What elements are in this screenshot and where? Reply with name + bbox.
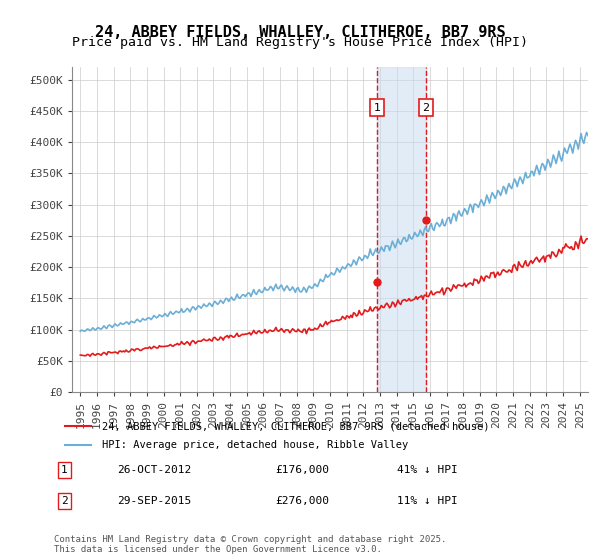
Text: 24, ABBEY FIELDS, WHALLEY, CLITHEROE, BB7 9RS (detached house): 24, ABBEY FIELDS, WHALLEY, CLITHEROE, BB… <box>101 421 489 431</box>
Text: Price paid vs. HM Land Registry's House Price Index (HPI): Price paid vs. HM Land Registry's House … <box>72 36 528 49</box>
Text: 26-OCT-2012: 26-OCT-2012 <box>118 465 191 475</box>
Text: 29-SEP-2015: 29-SEP-2015 <box>118 496 191 506</box>
Text: HPI: Average price, detached house, Ribble Valley: HPI: Average price, detached house, Ribb… <box>101 440 408 450</box>
Text: 11% ↓ HPI: 11% ↓ HPI <box>397 496 458 506</box>
Text: 2: 2 <box>61 496 68 506</box>
Text: £176,000: £176,000 <box>276 465 330 475</box>
Text: 2: 2 <box>422 103 429 113</box>
Text: 1: 1 <box>61 465 68 475</box>
Text: 41% ↓ HPI: 41% ↓ HPI <box>397 465 458 475</box>
Text: Contains HM Land Registry data © Crown copyright and database right 2025.
This d: Contains HM Land Registry data © Crown c… <box>54 535 446 554</box>
Text: 1: 1 <box>373 103 380 113</box>
Text: £276,000: £276,000 <box>276 496 330 506</box>
Text: 24, ABBEY FIELDS, WHALLEY, CLITHEROE, BB7 9RS: 24, ABBEY FIELDS, WHALLEY, CLITHEROE, BB… <box>95 25 505 40</box>
Bar <box>377 67 426 392</box>
